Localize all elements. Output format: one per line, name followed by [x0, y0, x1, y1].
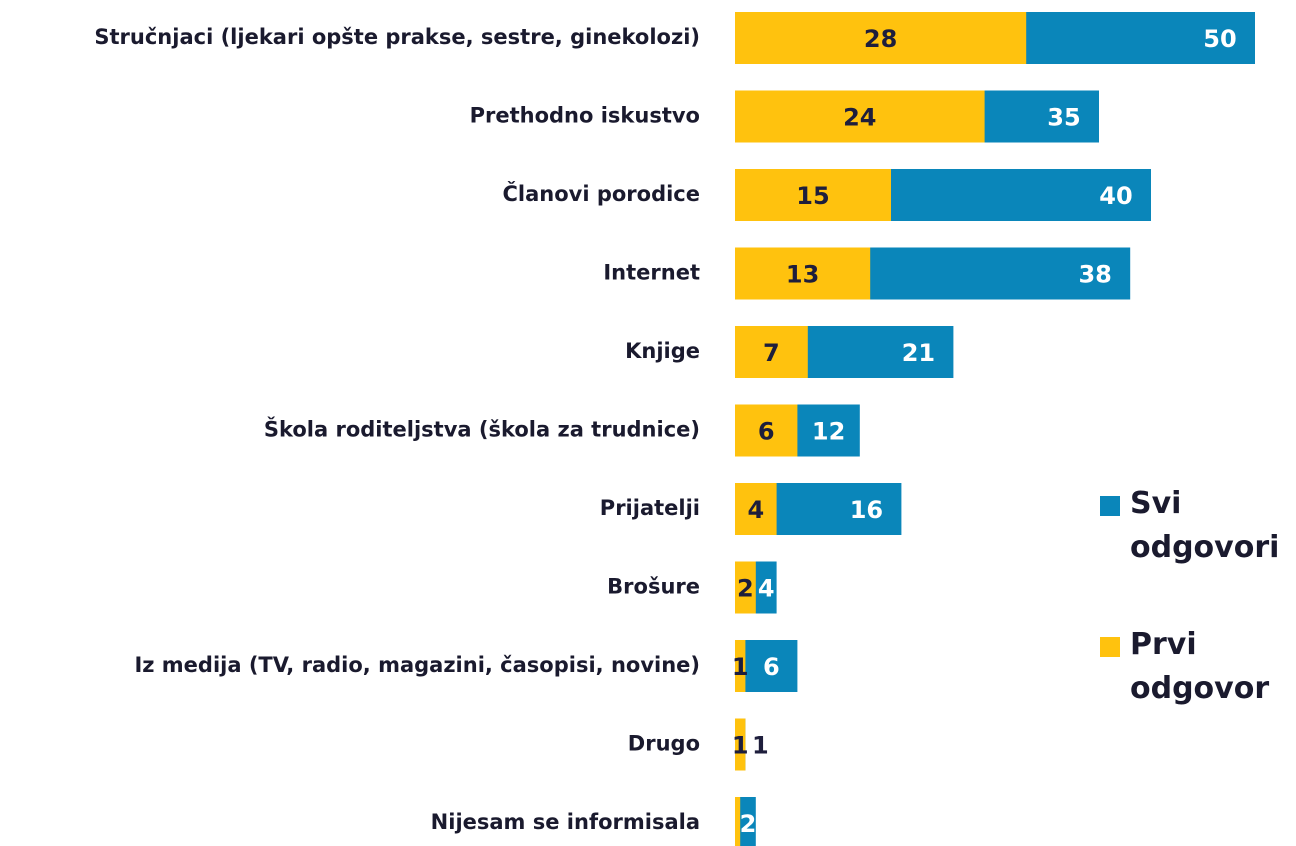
- value-label: 6: [758, 418, 775, 446]
- value-label: 40: [1099, 182, 1132, 210]
- bar: [735, 247, 871, 300]
- category-label: Nijesam se informisala: [431, 810, 700, 834]
- value-label: 28: [864, 25, 897, 53]
- value-label: 15: [796, 182, 829, 210]
- value-label: 12: [812, 418, 845, 446]
- bar: [735, 718, 746, 771]
- legend: Svi odgovori Prvi odgovor: [1100, 482, 1290, 764]
- bar: [735, 640, 746, 692]
- value-label: 24: [843, 104, 876, 132]
- value-label: 4: [747, 496, 764, 524]
- value-label: 1: [732, 732, 749, 760]
- legend-label: Prvi odgovor: [1130, 627, 1270, 706]
- value-label: 6: [763, 653, 780, 681]
- bar: [735, 404, 798, 457]
- bar: [735, 12, 1027, 64]
- category-label: Internet: [603, 261, 700, 285]
- value-label: 38: [1078, 261, 1111, 289]
- value-label: 50: [1203, 25, 1236, 53]
- bar: [735, 326, 808, 378]
- category-label: Iz medija (TV, radio, magazini, časopisi…: [134, 653, 700, 677]
- value-label: 35: [1047, 104, 1080, 132]
- legend-swatch: [1100, 637, 1120, 657]
- value-label: 2: [737, 575, 754, 603]
- bar: [735, 90, 985, 143]
- bar: [735, 797, 741, 846]
- value-label: 21: [902, 339, 935, 367]
- category-label: Knjige: [625, 339, 700, 363]
- category-label: Članovi porodice: [502, 181, 700, 206]
- legend-item: Prvi odgovor: [1100, 623, 1290, 710]
- legend-swatch: [1100, 496, 1120, 516]
- category-label: Stručnjaci (ljekari opšte prakse, sestre…: [94, 25, 700, 49]
- category-label: Drugo: [628, 732, 700, 756]
- category-label: Brošure: [607, 575, 700, 599]
- bar: [735, 483, 777, 535]
- value-label: 2: [740, 810, 757, 838]
- legend-item: Svi odgovori: [1100, 482, 1290, 569]
- category-label: Prethodno iskustvo: [470, 104, 700, 128]
- category-label: Prijatelji: [600, 496, 700, 520]
- value-label: 4: [758, 575, 775, 603]
- value-label: 13: [786, 261, 819, 289]
- bar: [735, 169, 891, 221]
- value-label: 7: [763, 339, 780, 367]
- value-label: 1: [752, 732, 769, 760]
- category-label: Škola roditeljstva (škola za trudnice): [264, 417, 700, 442]
- legend-label: Svi odgovori: [1130, 486, 1280, 565]
- value-label: 16: [850, 496, 883, 524]
- value-label: 1: [732, 653, 749, 681]
- bar: [735, 561, 756, 614]
